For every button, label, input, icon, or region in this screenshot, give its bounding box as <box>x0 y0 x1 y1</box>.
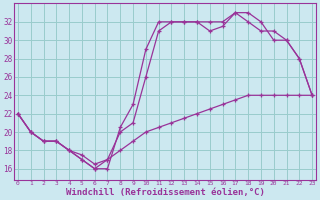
X-axis label: Windchill (Refroidissement éolien,°C): Windchill (Refroidissement éolien,°C) <box>66 188 264 197</box>
